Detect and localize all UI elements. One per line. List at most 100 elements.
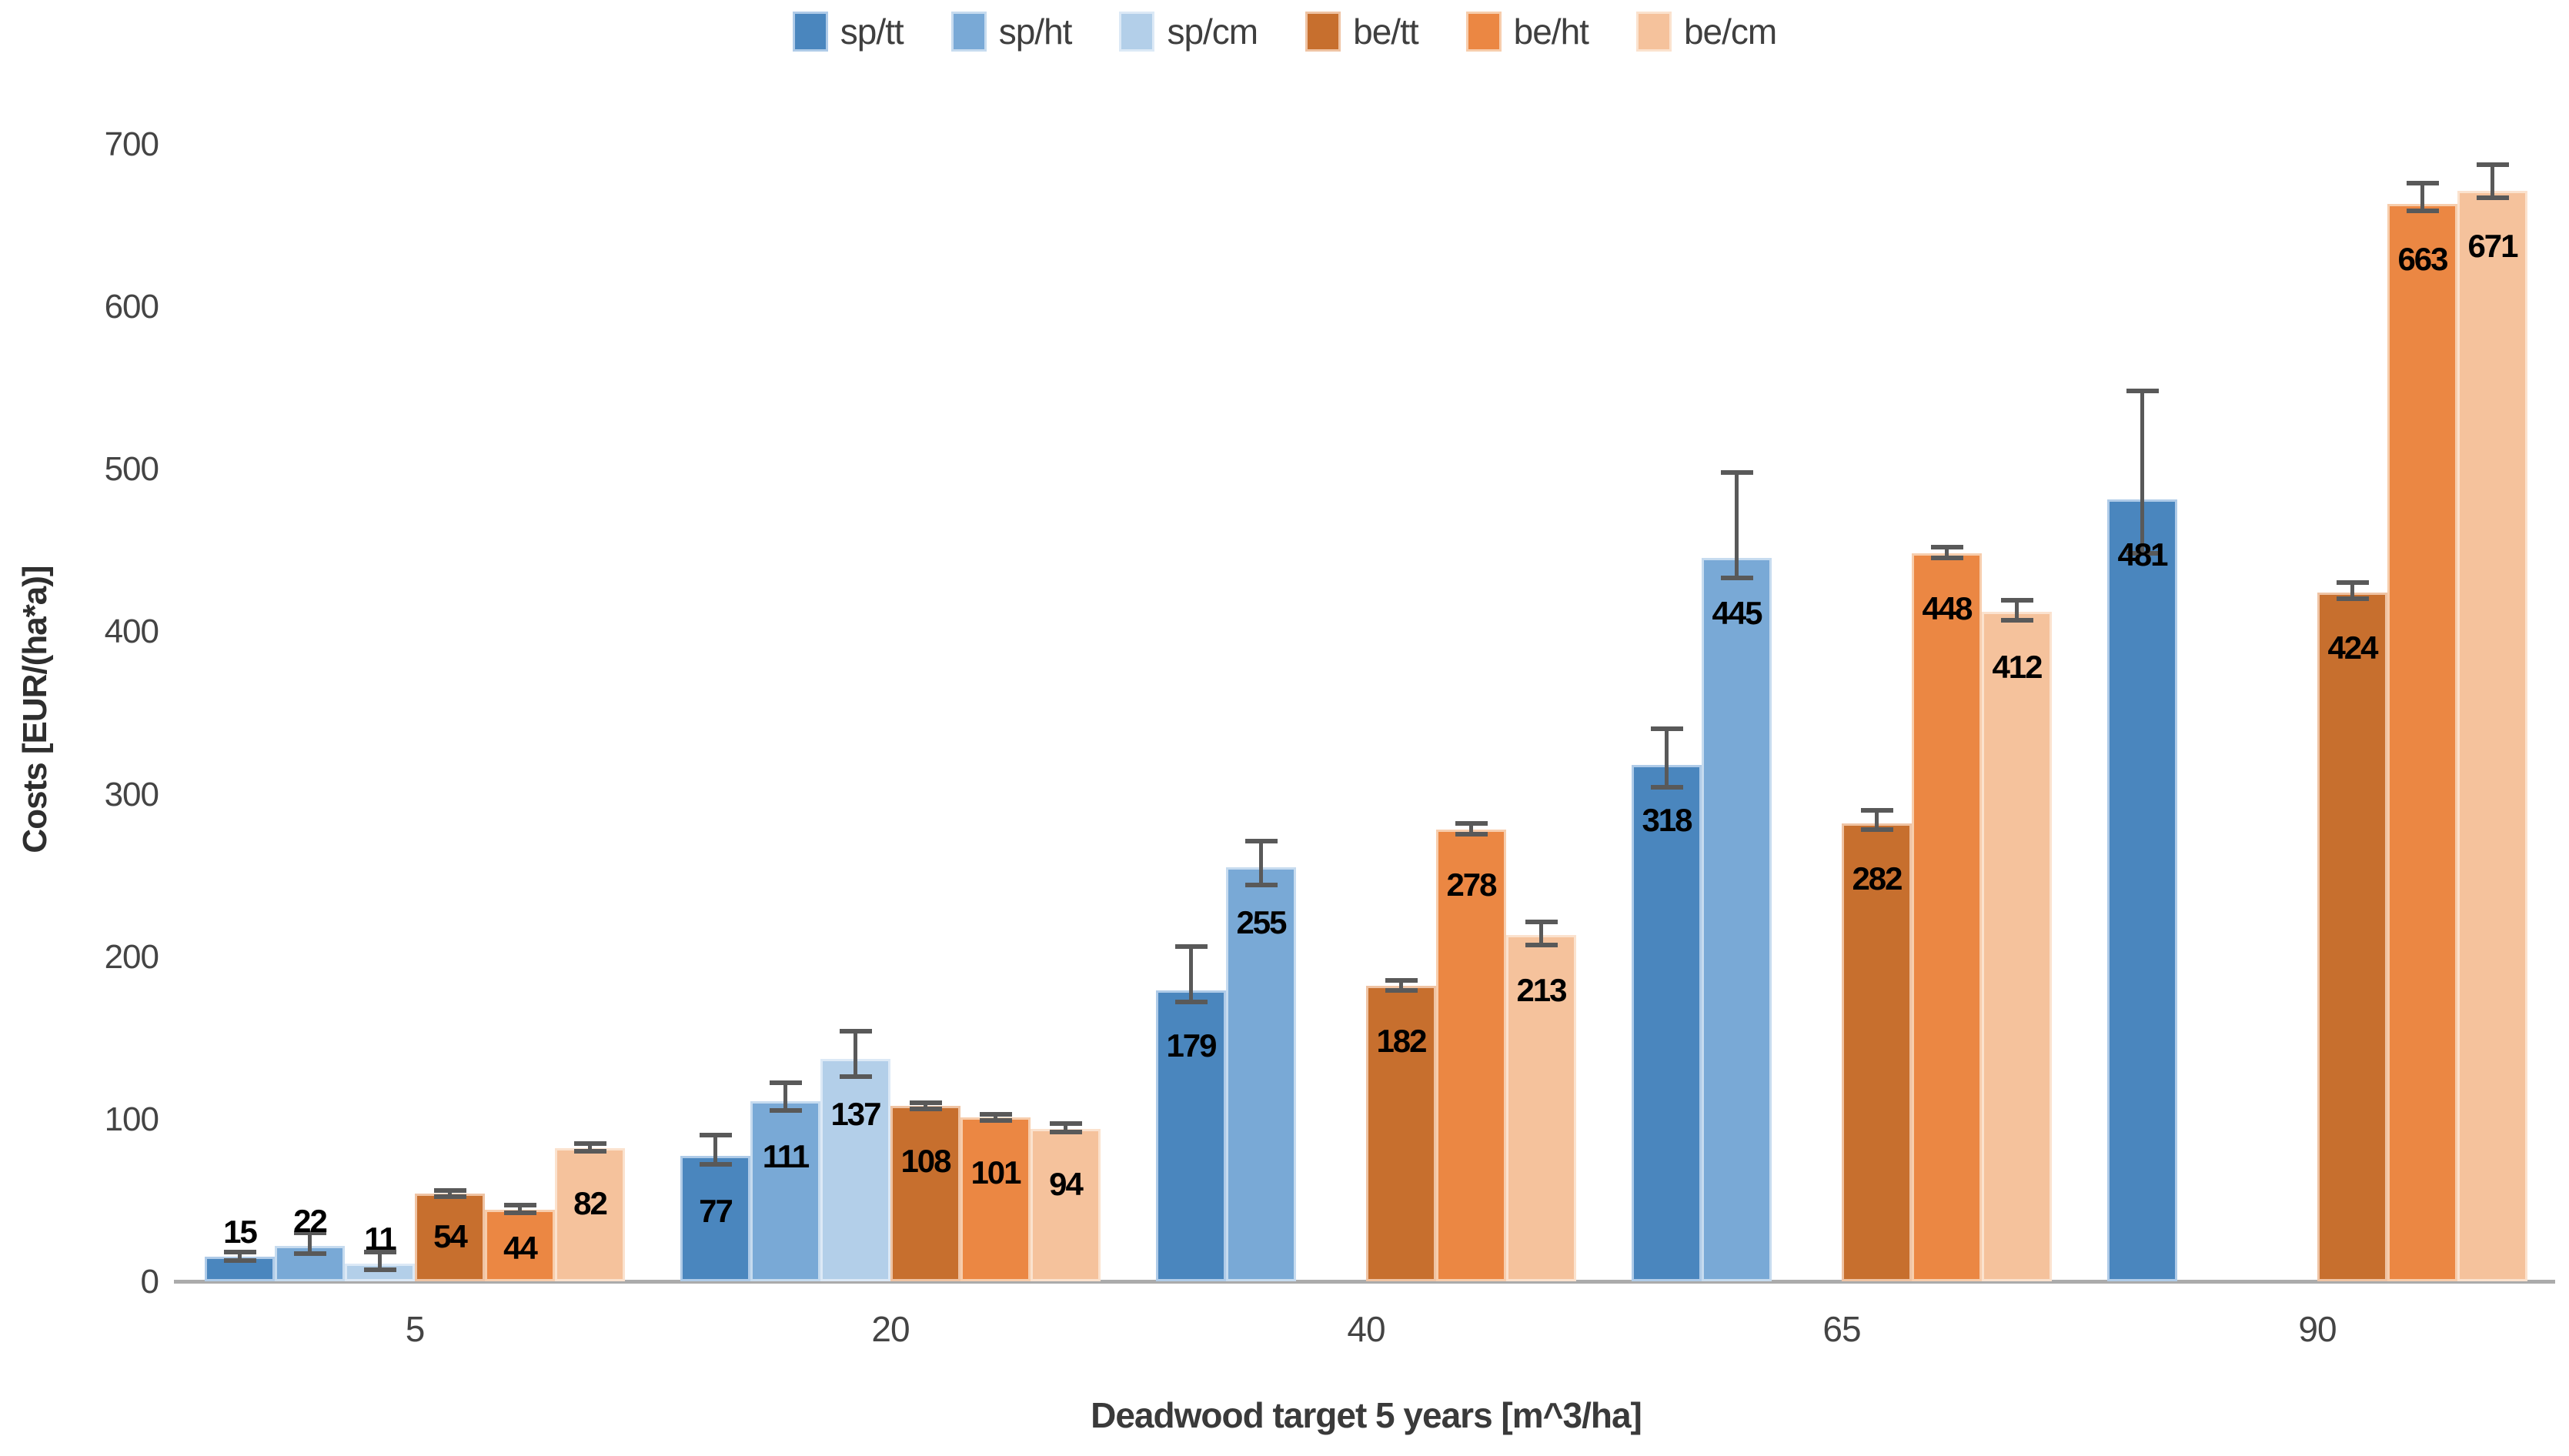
error-bar-cap-bottom bbox=[1049, 1129, 1082, 1134]
y-tick-label: 700 bbox=[104, 125, 159, 163]
error-bar-cap-bottom bbox=[2000, 617, 2033, 623]
error-bar-cap-bottom bbox=[2476, 195, 2509, 200]
error-bar-cap-bottom bbox=[1860, 827, 1893, 833]
category-label: 90 bbox=[2298, 1309, 2337, 1349]
error-bar-cap-top bbox=[1650, 726, 1683, 732]
error-bar bbox=[2140, 390, 2144, 554]
bar-be-cm-20 bbox=[1031, 1128, 1101, 1281]
value-label: 213 bbox=[1516, 972, 1567, 1009]
bar-be-tt-90 bbox=[2317, 592, 2387, 1281]
error-bar-cap-bottom bbox=[573, 1149, 606, 1154]
error-bar bbox=[854, 1030, 857, 1077]
bar-be-cm-90 bbox=[2457, 191, 2527, 1281]
y-tick-label: 400 bbox=[104, 613, 159, 651]
y-tick-label: 500 bbox=[104, 450, 159, 489]
error-bar bbox=[308, 1232, 312, 1254]
error-bar bbox=[1539, 922, 1543, 945]
bar-be-tt-65 bbox=[1842, 823, 1912, 1281]
category-label: 65 bbox=[1822, 1309, 1861, 1349]
bar-be-ht-5 bbox=[485, 1210, 555, 1281]
error-bar bbox=[1064, 1124, 1067, 1132]
error-bar-cap-top bbox=[2126, 388, 2159, 393]
legend-item-sp-ht: sp/ht bbox=[950, 11, 1072, 52]
value-label: 54 bbox=[433, 1217, 468, 1254]
value-label: 255 bbox=[1236, 903, 1287, 940]
value-label: 44 bbox=[503, 1230, 538, 1267]
error-bar-cap-bottom bbox=[699, 1161, 732, 1167]
error-bar bbox=[588, 1143, 592, 1152]
legend-swatch-icon bbox=[950, 12, 987, 52]
error-bar-cap-top bbox=[839, 1028, 872, 1034]
error-bar-cap-top bbox=[1244, 838, 1278, 843]
error-bar-cap-bottom bbox=[2336, 596, 2369, 602]
error-bar-cap-top bbox=[1174, 944, 1208, 950]
error-bar bbox=[1665, 729, 1669, 788]
error-bar-cap-bottom bbox=[1720, 575, 1753, 580]
bar-sp-ht-5 bbox=[275, 1245, 345, 1281]
value-label: 15 bbox=[223, 1214, 258, 1251]
error-bar-cap-bottom bbox=[1525, 942, 1558, 947]
error-bar-cap-bottom bbox=[1244, 882, 1278, 887]
y-tick-label: 100 bbox=[104, 1100, 159, 1138]
error-bar-cap-top bbox=[1455, 820, 1488, 826]
error-bar-cap-bottom bbox=[223, 1257, 256, 1263]
error-bar bbox=[1189, 947, 1193, 1002]
error-bar-cap-top bbox=[2000, 598, 2033, 603]
error-bar-cap-top bbox=[433, 1187, 466, 1193]
legend-item-sp-tt: sp/tt bbox=[792, 11, 904, 52]
error-bar-cap-top bbox=[1049, 1121, 1082, 1127]
value-label: 94 bbox=[1049, 1165, 1084, 1202]
error-bar bbox=[2015, 600, 2019, 620]
bar-be-tt-40 bbox=[1366, 985, 1436, 1281]
error-bar bbox=[1945, 546, 1949, 559]
value-label: 448 bbox=[1922, 590, 1973, 627]
error-bar bbox=[1469, 823, 1473, 835]
legend-item-sp-cm: sp/cm bbox=[1119, 11, 1258, 52]
value-label: 111 bbox=[762, 1137, 810, 1174]
error-bar bbox=[2420, 182, 2424, 211]
error-bar bbox=[994, 1114, 997, 1120]
bar-sp-ht-20 bbox=[750, 1100, 820, 1281]
error-bar bbox=[2350, 583, 2354, 599]
error-bar bbox=[378, 1251, 382, 1271]
error-bar-cap-top bbox=[769, 1080, 802, 1086]
value-label: 137 bbox=[830, 1095, 881, 1132]
bar-be-cm-65 bbox=[1982, 612, 2052, 1281]
error-bar-cap-bottom bbox=[1385, 988, 1418, 993]
bar-sp-tt-20 bbox=[680, 1156, 750, 1281]
error-bar bbox=[1259, 840, 1263, 885]
error-bar-cap-top bbox=[979, 1111, 1012, 1117]
value-label: 108 bbox=[900, 1142, 951, 1179]
error-bar bbox=[2490, 165, 2494, 198]
legend-item-be-tt: be/tt bbox=[1305, 11, 1419, 52]
bar-sp-cm-20 bbox=[820, 1058, 890, 1281]
value-label: 82 bbox=[573, 1184, 608, 1221]
error-bar-cap-top bbox=[363, 1249, 396, 1254]
error-bar-cap-top bbox=[573, 1140, 606, 1146]
error-bar-cap-top bbox=[1720, 469, 1753, 475]
value-label: 182 bbox=[1376, 1022, 1427, 1059]
bar-be-tt-20 bbox=[890, 1105, 960, 1281]
legend-label: be/ht bbox=[1513, 12, 1589, 52]
value-label: 101 bbox=[970, 1154, 1021, 1191]
y-tick-label: 600 bbox=[104, 288, 159, 326]
error-bar-cap-bottom bbox=[2406, 208, 2439, 213]
value-label: 424 bbox=[2327, 629, 2378, 666]
error-bar bbox=[713, 1134, 717, 1164]
value-label: 412 bbox=[1992, 649, 2043, 686]
bar-be-ht-40 bbox=[1436, 830, 1506, 1281]
legend-swatch-icon bbox=[1635, 12, 1672, 52]
y-tick-label: 300 bbox=[104, 775, 159, 813]
category-label: 5 bbox=[405, 1309, 426, 1349]
y-tick-label: 0 bbox=[140, 1263, 159, 1301]
error-bar bbox=[448, 1190, 452, 1197]
error-bar-cap-bottom bbox=[293, 1251, 326, 1257]
error-bar-cap-bottom bbox=[909, 1107, 942, 1112]
value-label: 671 bbox=[2467, 228, 2518, 265]
bar-sp-tt-65 bbox=[1632, 764, 1702, 1281]
error-bar-cap-bottom bbox=[363, 1267, 396, 1273]
bar-sp-tt-5 bbox=[205, 1257, 275, 1281]
error-bar-cap-top bbox=[1385, 978, 1418, 983]
value-label: 445 bbox=[1712, 595, 1762, 632]
